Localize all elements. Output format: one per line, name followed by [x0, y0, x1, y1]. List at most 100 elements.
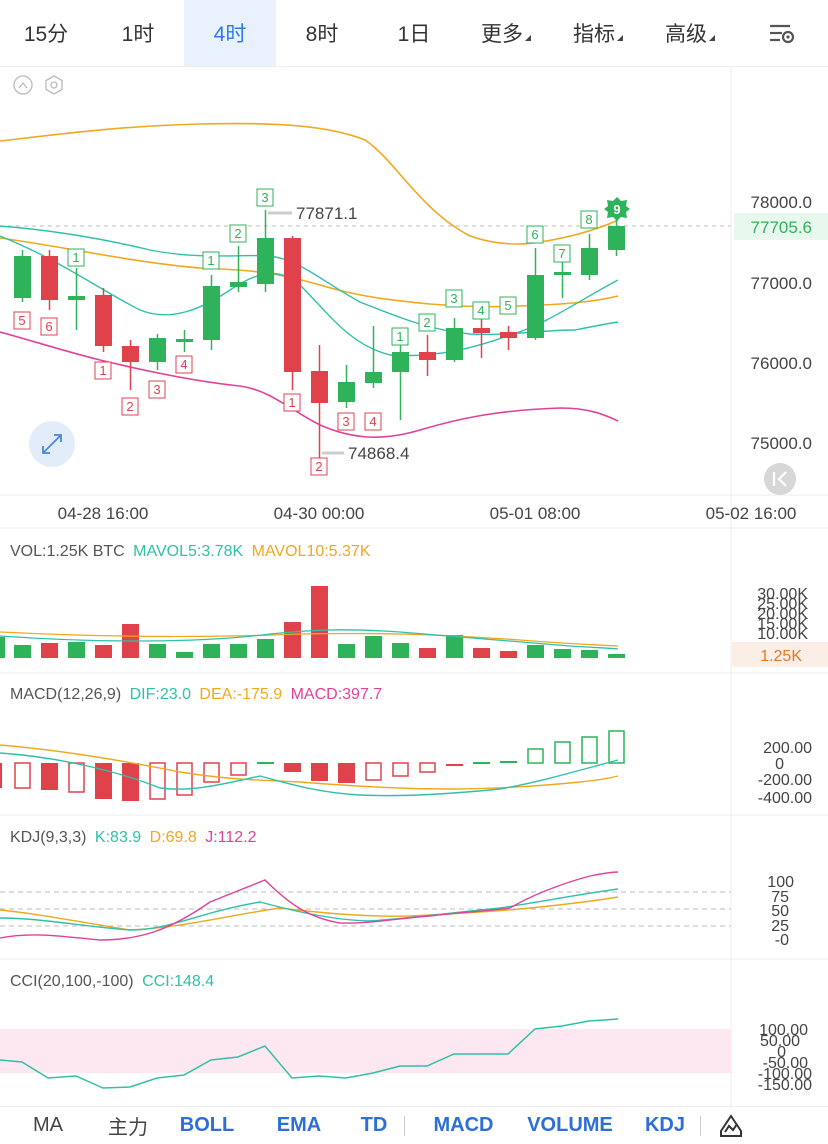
indicator-tabs: MA 主力 BOLL EMA TD MACD VOLUME KDJ — [0, 1106, 828, 1144]
kline-chart[interactable]: 78000.0 77705.6 77000.0 76000.0 75000.0 — [0, 66, 828, 1106]
tab-divider — [404, 1115, 405, 1136]
svg-text:100.00: 100.00 — [759, 1022, 808, 1039]
svg-text:6: 6 — [531, 227, 538, 242]
svg-text:-400.00: -400.00 — [758, 790, 812, 807]
svg-text:6: 6 — [45, 319, 52, 334]
svg-text:3: 3 — [153, 382, 160, 397]
svg-text:5: 5 — [504, 298, 511, 313]
svg-text:4: 4 — [180, 357, 187, 372]
time-axis-label: 05-01 08:00 — [490, 504, 581, 523]
candlesticks — [14, 210, 625, 460]
svg-text:25.00K: 25.00K — [757, 596, 808, 613]
macd-axis: 200.00 0 -200.00 -400.00 — [758, 740, 812, 807]
svg-text:50.00: 50.00 — [760, 1033, 800, 1050]
tab-8h[interactable]: 8时 — [305, 23, 339, 46]
svg-text:9: 9 — [613, 202, 620, 217]
indicator-tab-ma[interactable]: MA — [33, 1114, 63, 1136]
draw-tool-button[interactable] — [701, 1113, 761, 1139]
fullscreen-expand-button[interactable] — [29, 421, 75, 467]
macd-dif-line — [0, 752, 619, 797]
chart-settings-icon — [770, 24, 795, 44]
kdj-axis: 100 75 50 25 -0 — [767, 874, 794, 949]
volume-bars — [0, 586, 625, 658]
svg-text:-50.00: -50.00 — [763, 1055, 808, 1072]
svg-text:30.00K: 30.00K — [757, 586, 808, 603]
collapse-icon[interactable] — [13, 75, 33, 95]
svg-text:1: 1 — [72, 250, 79, 265]
indicator-tab-td[interactable]: TD — [360, 1114, 388, 1136]
volume-axis: 30.00K 25.00K 20.00K 15.00K 10.00K — [757, 586, 808, 643]
tab-15m[interactable]: 15分 — [23, 23, 69, 46]
svg-text:4: 4 — [477, 303, 484, 318]
ma-teal-line-2 — [0, 235, 619, 357]
kdj-k-line — [0, 888, 619, 931]
svg-text:1: 1 — [207, 253, 214, 268]
svg-text:-200.00: -200.00 — [758, 772, 812, 789]
boll-mid-line — [0, 237, 619, 308]
svg-text:1: 1 — [396, 329, 403, 344]
tab-1d[interactable]: 1日 — [397, 23, 431, 46]
svg-text:5: 5 — [18, 313, 25, 328]
svg-text:25: 25 — [771, 918, 789, 935]
indicator-tab-kdj[interactable]: KDJ — [644, 1114, 685, 1136]
tab-1h[interactable]: 1时 — [121, 23, 155, 46]
svg-text:10.00K: 10.00K — [757, 626, 808, 643]
boll-lower-line — [0, 331, 619, 438]
time-axis-label: 04-28 16:00 — [58, 504, 149, 523]
td-count-markers: 5 6 1 1 2 3 4 1 2 3 1 2 3 4 1 2 3 4 5 6 … — [13, 188, 630, 476]
indicator-tab-volume[interactable]: VOLUME — [527, 1114, 613, 1136]
svg-text:3: 3 — [450, 291, 457, 306]
macd-dea-line — [0, 744, 619, 790]
low-price-label: 74868.4 — [348, 444, 409, 463]
time-axis-label: 05-02 16:00 — [706, 504, 797, 523]
indicator-tab-macd[interactable]: MACD — [433, 1114, 494, 1136]
tab-more[interactable]: 更多 — [460, 0, 552, 66]
indicator-settings-icon[interactable] — [45, 75, 63, 95]
kdj-j-line — [0, 871, 619, 941]
tab-advanced[interactable]: 高级 — [644, 0, 736, 66]
timeframe-tabs: 15分 1时 4时 8时 1日 更多 指标 高级 — [0, 0, 828, 67]
tab-divider — [700, 1115, 701, 1136]
tab-4h[interactable]: 4时 — [184, 0, 276, 66]
indicator-tab-ema[interactable]: EMA — [276, 1114, 322, 1136]
svg-text:-0: -0 — [775, 932, 789, 949]
dropdown-triangle-icon — [617, 35, 623, 41]
svg-text:75: 75 — [771, 889, 789, 906]
svg-text:3: 3 — [261, 190, 268, 205]
dropdown-triangle-icon — [709, 35, 715, 41]
svg-text:4: 4 — [369, 414, 376, 429]
volume-legend: VOL:1.25K BTC MAVOL5:3.78K MAVOL10:5.37K — [10, 543, 371, 560]
svg-text:-100.00: -100.00 — [758, 1066, 812, 1083]
svg-text:2: 2 — [126, 399, 133, 414]
svg-text:200.00: 200.00 — [763, 740, 812, 757]
tab-indicators[interactable]: 指标 — [552, 0, 644, 66]
indicator-tab-boll[interactable]: BOLL — [179, 1114, 235, 1136]
svg-text:1: 1 — [288, 395, 295, 410]
svg-text:7: 7 — [558, 246, 565, 261]
macd-legend: MACD(12,26,9) DIF:23.0 DEA:-175.9 MACD:3… — [10, 686, 382, 703]
svg-text:50: 50 — [771, 903, 789, 920]
svg-text:15.00K: 15.00K — [757, 616, 808, 633]
svg-text:0: 0 — [777, 1044, 786, 1061]
mavol10-line — [0, 631, 619, 647]
kdj-legend: KDJ(9,3,3) K:83.9 D:69.8 J:112.2 — [10, 829, 257, 846]
time-axis-label: 04-30 00:00 — [274, 504, 365, 523]
macd-histogram — [0, 730, 625, 801]
svg-text:8: 8 — [585, 212, 592, 227]
svg-text:1: 1 — [99, 363, 106, 378]
chart-settings-button[interactable] — [736, 0, 828, 66]
svg-text:20.00K: 20.00K — [757, 606, 808, 623]
indicator-tab-main[interactable]: 主力 — [108, 1117, 148, 1139]
svg-text:2: 2 — [315, 459, 322, 474]
svg-text:-150.00: -150.00 — [758, 1077, 812, 1094]
price-axis-label: 77000.0 — [751, 274, 812, 293]
current-price-label: 77705.6 — [751, 218, 812, 237]
dropdown-triangle-icon — [525, 35, 531, 41]
mavol5-line — [0, 629, 619, 650]
price-axis-label: 76000.0 — [751, 354, 812, 373]
cci-line — [0, 1018, 619, 1089]
svg-text:3: 3 — [342, 414, 349, 429]
cci-axis: 100.00 50.00 0 -50.00 -100.00 -150.00 — [758, 1022, 812, 1094]
scroll-to-latest-button[interactable] — [764, 463, 796, 495]
ma-teal-line-1 — [0, 225, 619, 336]
